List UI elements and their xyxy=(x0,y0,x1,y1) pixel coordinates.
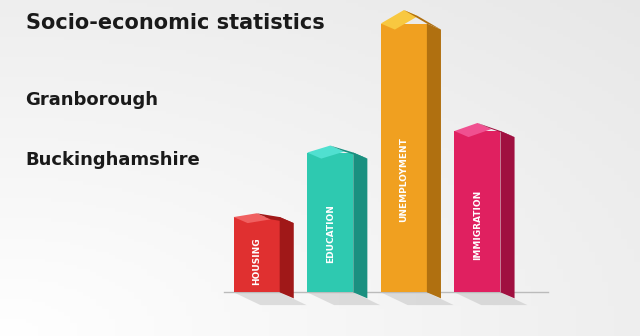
Polygon shape xyxy=(381,292,454,305)
Polygon shape xyxy=(234,292,307,305)
Polygon shape xyxy=(234,217,280,292)
Polygon shape xyxy=(500,131,515,298)
Polygon shape xyxy=(280,217,294,298)
Polygon shape xyxy=(257,213,294,223)
Text: UNEMPLOYMENT: UNEMPLOYMENT xyxy=(399,137,408,222)
Polygon shape xyxy=(307,145,344,159)
Polygon shape xyxy=(427,24,441,298)
Polygon shape xyxy=(234,213,271,223)
Polygon shape xyxy=(307,153,353,292)
Text: HOUSING: HOUSING xyxy=(252,237,261,285)
Polygon shape xyxy=(404,10,441,30)
Polygon shape xyxy=(353,153,367,298)
Polygon shape xyxy=(477,123,515,137)
Text: Buckinghamshire: Buckinghamshire xyxy=(26,151,200,169)
Polygon shape xyxy=(454,123,492,137)
Polygon shape xyxy=(381,24,427,292)
Text: EDUCATION: EDUCATION xyxy=(326,204,335,263)
Polygon shape xyxy=(381,10,418,30)
Polygon shape xyxy=(454,131,500,292)
Polygon shape xyxy=(454,292,527,305)
Polygon shape xyxy=(330,145,367,159)
Text: Socio-economic statistics: Socio-economic statistics xyxy=(26,13,324,34)
Polygon shape xyxy=(307,292,380,305)
Text: IMMIGRATION: IMMIGRATION xyxy=(473,190,482,260)
Text: Granborough: Granborough xyxy=(26,91,159,109)
